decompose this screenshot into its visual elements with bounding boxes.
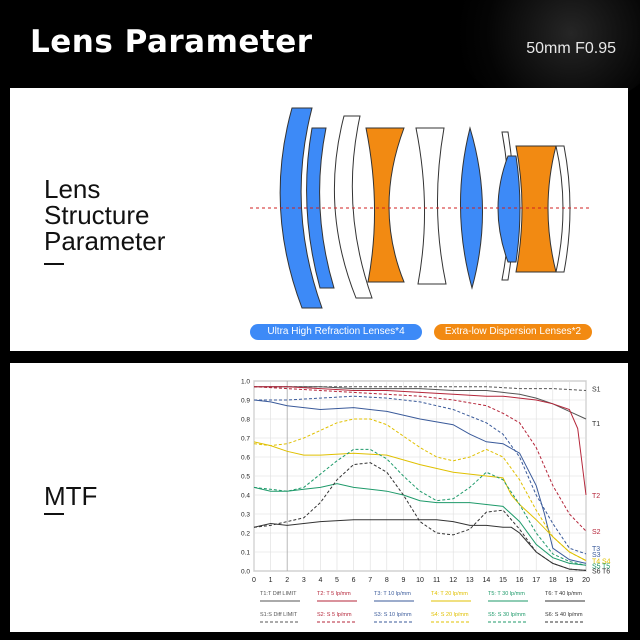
series-line [253, 483, 587, 566]
lens-structure-panel: Lens Structure Parameter [10, 88, 628, 351]
lens-element-2-blue [306, 127, 335, 289]
mtf-panel: MTF 0 1 2 3 4 5 6 7 8 9 10 11 12 13 14 15 16 17 18 19 20 0.0 0… [10, 363, 628, 632]
x-tick-label: 3 [302, 577, 306, 584]
x-tick-label: 14 [483, 577, 491, 584]
series-line [254, 395, 587, 555]
series-end-label: S6 [592, 568, 601, 575]
lens-element-6-blue [459, 126, 484, 290]
legend-ultra-high-refraction: Ultra High Refraction Lenses*4 [250, 324, 422, 340]
lens-element-5-white [415, 127, 447, 285]
x-tick-label: 17 [532, 577, 540, 584]
y-tick-label: 0.4 [241, 493, 250, 500]
page-title: Lens Parameter [30, 24, 313, 60]
legend-label: T2: T 5 lp/mm [317, 591, 351, 597]
y-tick-label: 0.0 [241, 569, 250, 576]
x-tick-label: 1 [269, 577, 273, 584]
series-line [253, 441, 587, 562]
x-tick-label: 20 [582, 577, 590, 584]
series-end-label: T2 [592, 493, 600, 500]
x-tick-label: 4 [318, 577, 322, 584]
y-tick-label: 0.5 [241, 474, 250, 481]
x-tick-label: 16 [516, 577, 524, 584]
lens-element-3-white [333, 115, 373, 299]
x-tick-label: 8 [385, 577, 389, 584]
series-end-label: T6 [602, 568, 610, 575]
x-tick-label: 7 [368, 577, 372, 584]
series-end-label: S4 [602, 559, 611, 566]
legend-label: S1:S Diff LIMIT [260, 612, 298, 618]
legend-label: T4: T 20 lp/mm [431, 591, 468, 597]
series-line [253, 399, 587, 564]
y-tick-label: 0.3 [241, 512, 250, 519]
y-tick-label: 0.2 [241, 531, 250, 538]
x-tick-label: 11 [433, 577, 440, 584]
series-line [253, 448, 587, 566]
x-tick-label: 18 [549, 577, 557, 584]
series-line [253, 386, 587, 532]
y-tick-label: 0.8 [241, 417, 250, 424]
legend-label: T5: T 30 lp/mm [488, 591, 525, 597]
lens-element-9-orange [515, 145, 557, 273]
legend-label: S5: S 30 lp/mm [488, 612, 526, 618]
structure-title-line: Lens [44, 174, 101, 204]
x-tick-label: 10 [416, 577, 424, 584]
x-tick-label: 15 [499, 577, 507, 584]
legend-label: S6: S 40 lp/mm [545, 612, 583, 618]
y-tick-label: 0.1 [241, 550, 250, 557]
series-end-label: S3 [592, 552, 601, 559]
y-tick-label: 0.7 [241, 436, 250, 443]
structure-title-line: Structure [44, 200, 150, 230]
header: Lens Parameter 50mm F0.95 [0, 0, 640, 110]
x-tick-label: 6 [352, 577, 356, 584]
lens-element-1-blue [279, 107, 323, 309]
series-line [253, 418, 587, 562]
series-end-label: T4 [592, 559, 600, 566]
series-end-label: S1 [592, 387, 601, 394]
series-end-label: T1 [592, 421, 600, 428]
series-end-label: T5 [602, 563, 610, 570]
x-tick-label: 0 [252, 577, 256, 584]
lens-elements [279, 107, 571, 309]
lens-diagram [250, 107, 590, 309]
y-tick-label: 1.0 [241, 379, 250, 386]
x-tick-label: 13 [466, 577, 474, 584]
legend-label: S3: S 10 lp/mm [374, 612, 412, 618]
legend-label: T6: T 40 lp/mm [545, 591, 582, 597]
x-tick-label: 9 [401, 577, 405, 584]
structure-title-line: Parameter [44, 226, 166, 256]
mtf-chart: 0 1 2 3 4 5 6 7 8 9 10 11 12 13 14 15 16 17 18 19 200.00.10.… [241, 379, 611, 623]
legend-label: T3: T 10 lp/mm [374, 591, 411, 597]
lens-element-8-blue [497, 155, 521, 263]
series-line [254, 386, 587, 496]
series-end-label: S5 [592, 563, 601, 570]
series-line [254, 386, 587, 391]
lens-element-4-orange [365, 127, 405, 283]
x-tick-label: 19 [566, 577, 574, 584]
mtf-title: MTF [44, 481, 98, 511]
series-end-label: S2 [592, 529, 601, 536]
y-tick-label: 0.6 [241, 455, 250, 462]
x-tick-label: 12 [449, 577, 457, 584]
structure-title: Lens Structure Parameter [44, 176, 165, 254]
lens-element-10-white [555, 145, 571, 273]
series-end-label: T3 [592, 546, 600, 553]
y-tick-label: 0.9 [241, 398, 250, 405]
mtf-title-underline [44, 513, 64, 515]
x-tick-label: 2 [285, 577, 289, 584]
title-underline [44, 263, 64, 265]
lens-model: 50mm F0.95 [526, 40, 616, 57]
legend-label: S2: S 5 lp/mm [317, 612, 352, 618]
legend-label: T1:T Diff LIMIT [260, 591, 297, 597]
legend-extra-low-dispersion: Extra-low Dispersion Lenses*2 [434, 324, 592, 340]
x-tick-label: 5 [335, 577, 339, 584]
legend-label: S4: S 20 lp/mm [431, 612, 469, 618]
